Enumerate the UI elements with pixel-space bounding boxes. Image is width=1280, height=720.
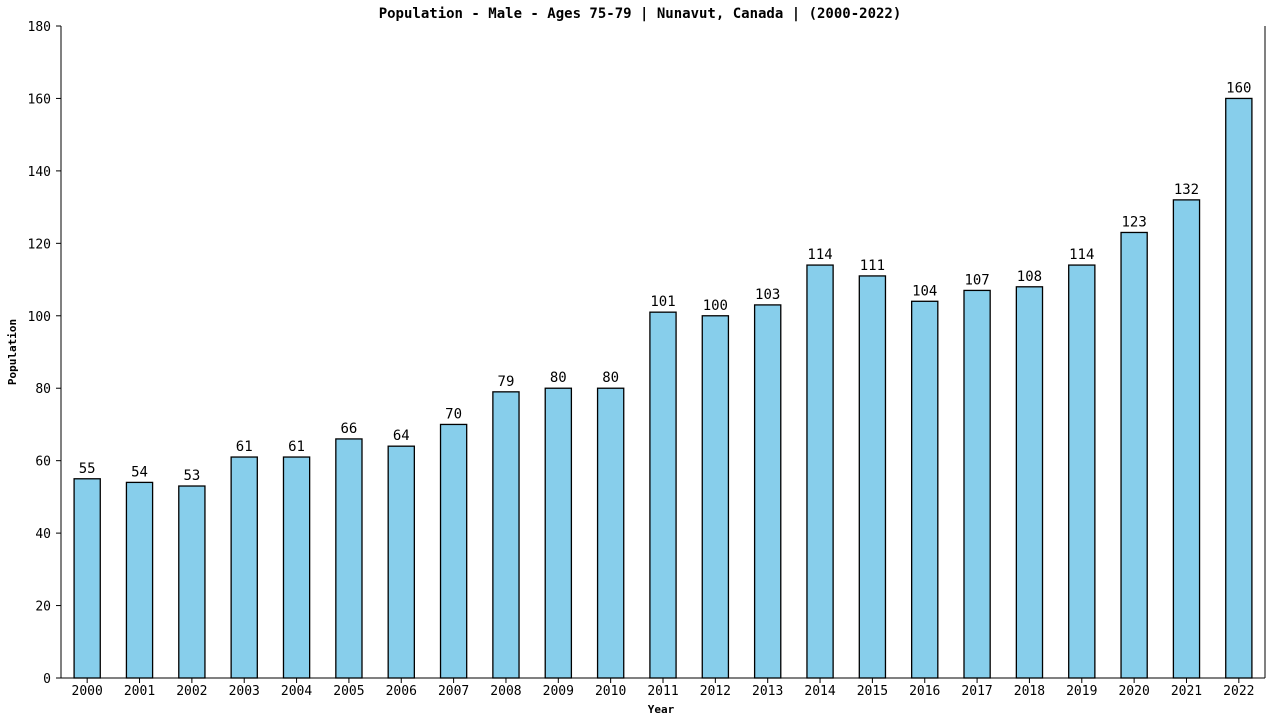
y-tick-label-20: 20 [35,600,51,615]
bar-2007 [439,423,468,679]
y-tick-label-160: 160 [28,92,51,107]
x-tick-label-2014: 2014 [804,684,835,699]
data-label-2012: 100 [703,298,728,314]
bar-2011 [649,311,677,679]
bar-2016 [911,300,939,679]
bar-2001 [125,481,154,679]
bar-2012 [701,315,730,679]
data-label-2013: 103 [755,287,780,303]
x-tick-label-2010: 2010 [595,684,626,699]
data-label-2004: 61 [288,439,305,455]
data-label-2006: 64 [393,428,410,444]
data-label-2011: 101 [650,294,675,310]
data-label-2000: 55 [79,461,96,477]
x-axis-label: Year [648,703,675,716]
data-label-2015: 111 [860,258,885,274]
y-axis-label: Population [6,319,19,385]
x-tick-label-2007: 2007 [438,684,469,699]
x-tick-label-2006: 2006 [386,684,417,699]
bar-2017 [963,289,991,679]
data-label-2005: 66 [340,421,357,437]
bar-2013 [753,304,782,679]
chart-title: Population - Male - Ages 75-79 | Nunavut… [379,6,902,22]
bar-2000 [73,478,101,679]
x-tick-label-2021: 2021 [1171,684,1202,699]
data-label-2007: 70 [445,406,462,422]
bar-2018 [1015,286,1044,679]
bar-2010 [596,387,625,679]
y-tick-label-180: 180 [28,20,51,35]
bar-2020 [1120,231,1148,679]
x-tick-label-2019: 2019 [1066,684,1097,699]
bar-2022 [1225,97,1253,679]
x-tick-label-2011: 2011 [647,684,678,699]
bar-2008 [492,391,520,679]
bar-2021 [1172,199,1201,679]
data-label-2018: 108 [1017,269,1042,285]
data-label-2008: 79 [498,374,515,390]
bar-2003 [230,456,258,679]
x-tick-label-2017: 2017 [961,684,992,699]
y-tick-label-100: 100 [28,310,51,325]
bar-2005 [335,438,363,679]
bar-2014 [806,264,834,679]
y-tick-label-140: 140 [28,165,51,180]
bar-2015 [858,275,887,679]
x-tick-label-2022: 2022 [1223,684,1254,699]
x-tick-label-2015: 2015 [857,684,888,699]
data-label-2019: 114 [1069,247,1094,263]
bar-2004 [282,456,311,679]
x-tick-label-2001: 2001 [124,684,155,699]
axes-layer: 2000 2001 2002 2003 2004 2005 2006 2007 2008 2009… [28,20,1266,699]
data-label-2010: 80 [602,370,619,386]
x-tick-label-2005: 2005 [333,684,364,699]
data-label-2017: 107 [964,272,989,288]
y-tick-label-120: 120 [28,237,51,252]
y-tick-label-40: 40 [35,527,51,542]
data-label-2009: 80 [550,370,567,386]
y-tick-label-0: 0 [43,672,51,687]
x-tick-label-2012: 2012 [700,684,731,699]
x-tick-label-2003: 2003 [229,684,260,699]
bar-2009 [544,387,573,679]
bar-2006 [387,445,415,679]
data-label-2022: 160 [1226,80,1251,96]
bar-2002 [178,485,206,679]
data-label-2020: 123 [1121,214,1146,230]
x-tick-label-2009: 2009 [543,684,574,699]
data-label-2016: 104 [912,283,937,299]
data-label-2001: 54 [131,464,148,480]
data-label-2021: 132 [1174,182,1199,198]
x-tick-label-2020: 2020 [1118,684,1149,699]
x-tick-label-2002: 2002 [176,684,207,699]
x-tick-label-2013: 2013 [752,684,783,699]
x-tick-label-2000: 2000 [72,684,103,699]
data-label-2002: 53 [183,468,200,484]
data-label-2014: 114 [807,247,832,263]
x-tick-label-2008: 2008 [490,684,521,699]
x-tick-label-2004: 2004 [281,684,312,699]
x-tick-label-2018: 2018 [1014,684,1045,699]
bars-layer: 55 54 53 61 61 66 64 70 79 80 80 101 100 103 114 111 104… [73,80,1253,679]
data-label-2003: 61 [236,439,253,455]
y-tick-label-60: 60 [35,455,51,470]
bar-2019 [1068,264,1096,679]
y-tick-label-80: 80 [35,382,51,397]
x-tick-label-2016: 2016 [909,684,940,699]
